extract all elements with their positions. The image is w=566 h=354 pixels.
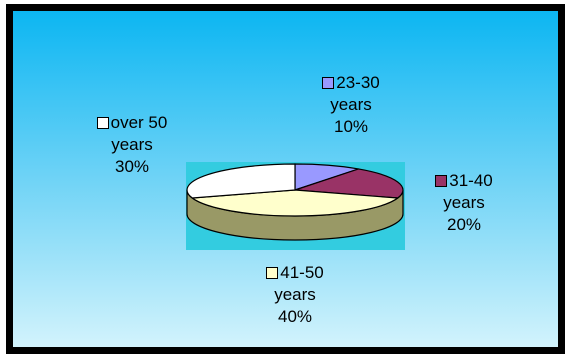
- label-years-23-30: years: [330, 95, 372, 114]
- label-name-41-50: 41-50: [280, 263, 324, 282]
- label-name-23-30: 23-30: [336, 73, 380, 92]
- data-label-31-40: 31-40 years 20%: [414, 170, 514, 236]
- swatch-41-50: [266, 267, 279, 279]
- data-label-23-30: 23-30 years 10%: [296, 72, 406, 138]
- label-years-41-50: years: [274, 285, 316, 304]
- label-value-41-50: 40%: [277, 307, 313, 326]
- label-value-31-40: 20%: [446, 215, 482, 234]
- swatch-23-30: [322, 77, 335, 89]
- pie-slice-31-40: [294, 168, 404, 199]
- pie-top: [186, 163, 404, 217]
- pie-slice-over-50: [186, 163, 296, 199]
- label-years-31-40: years: [443, 193, 485, 212]
- pie-slice-41-50: [190, 189, 400, 217]
- data-label-over-50: over 50 years 30%: [62, 112, 202, 178]
- data-label-41-50: 41-50 years 40%: [240, 262, 350, 328]
- label-value-over-50: 30%: [114, 157, 150, 176]
- label-years-over-50: years: [111, 135, 153, 154]
- swatch-31-40: [435, 175, 448, 187]
- label-name-31-40: 31-40: [449, 171, 493, 190]
- swatch-over-50: [96, 117, 109, 129]
- label-name-over-50: over 50: [110, 113, 168, 132]
- label-value-23-30: 10%: [333, 117, 369, 136]
